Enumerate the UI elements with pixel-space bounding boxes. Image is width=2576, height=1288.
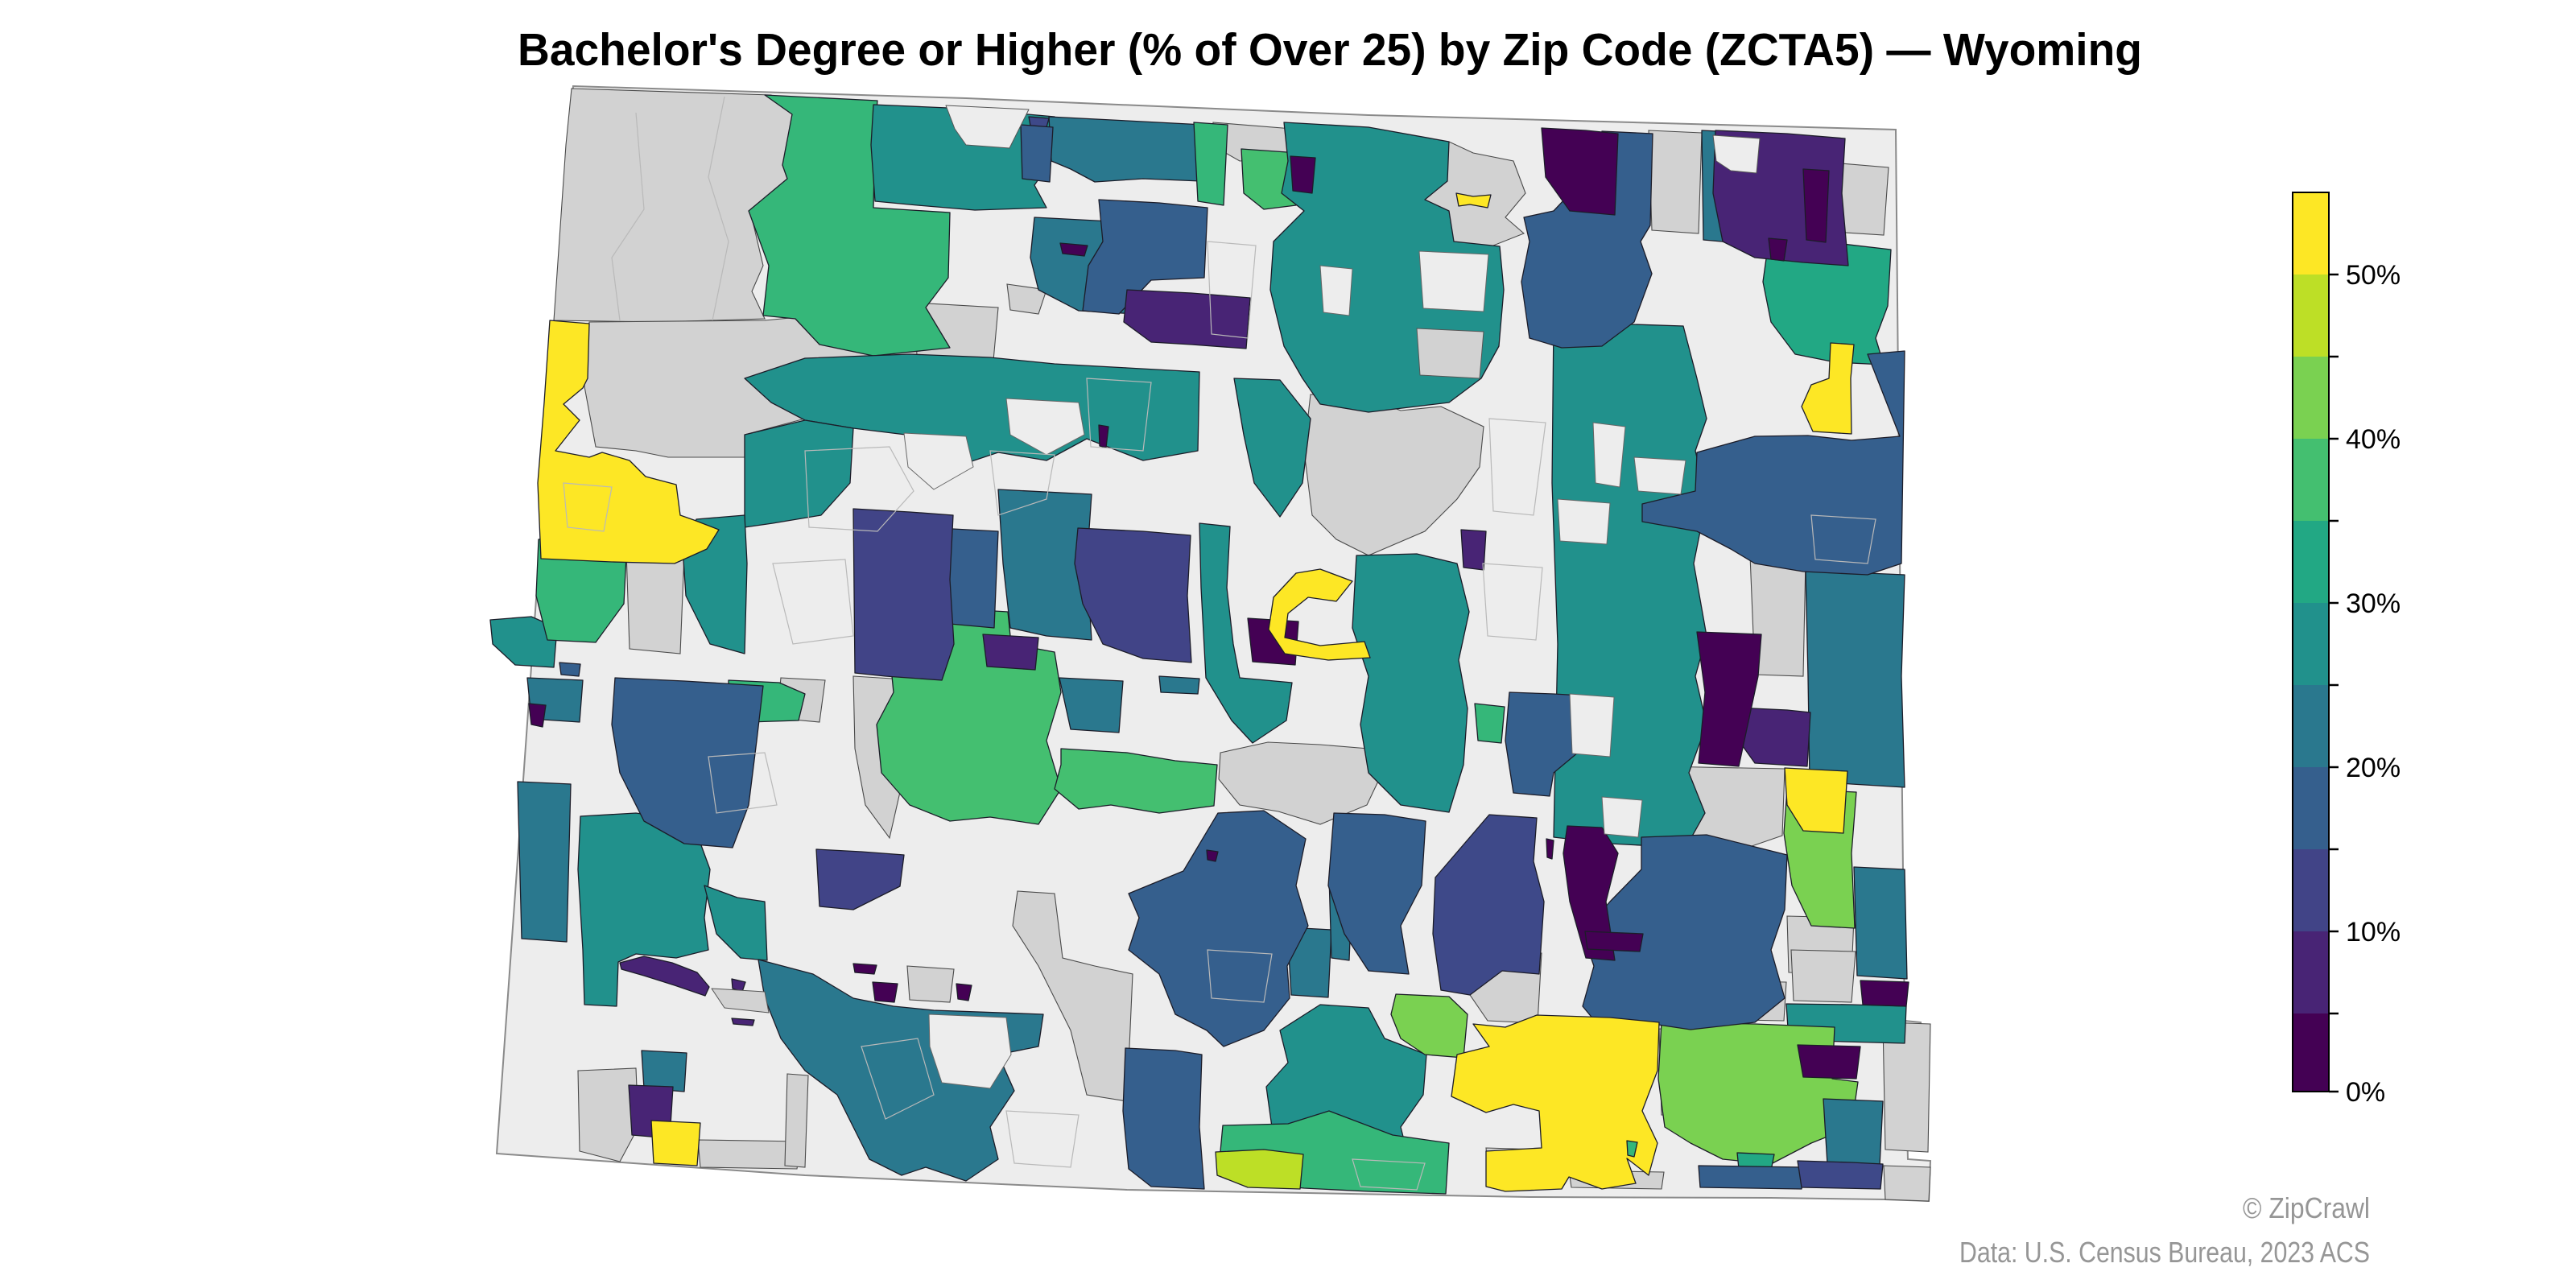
svg-text:20%: 20%	[2346, 753, 2401, 783]
svg-text:© ZipCrawl: © ZipCrawl	[2243, 1191, 2370, 1224]
svg-text:Bachelor's Degree or Higher (%: Bachelor's Degree or Higher (% of Over 2…	[518, 24, 2142, 76]
svg-text:0%: 0%	[2346, 1077, 2385, 1108]
svg-text:30%: 30%	[2346, 588, 2401, 619]
svg-text:50%: 50%	[2346, 260, 2401, 291]
svg-text:40%: 40%	[2346, 424, 2401, 455]
svg-text:10%: 10%	[2346, 917, 2401, 947]
svg-text:Data: U.S. Census Bureau, 2023: Data: U.S. Census Bureau, 2023 ACS	[1959, 1236, 2370, 1269]
